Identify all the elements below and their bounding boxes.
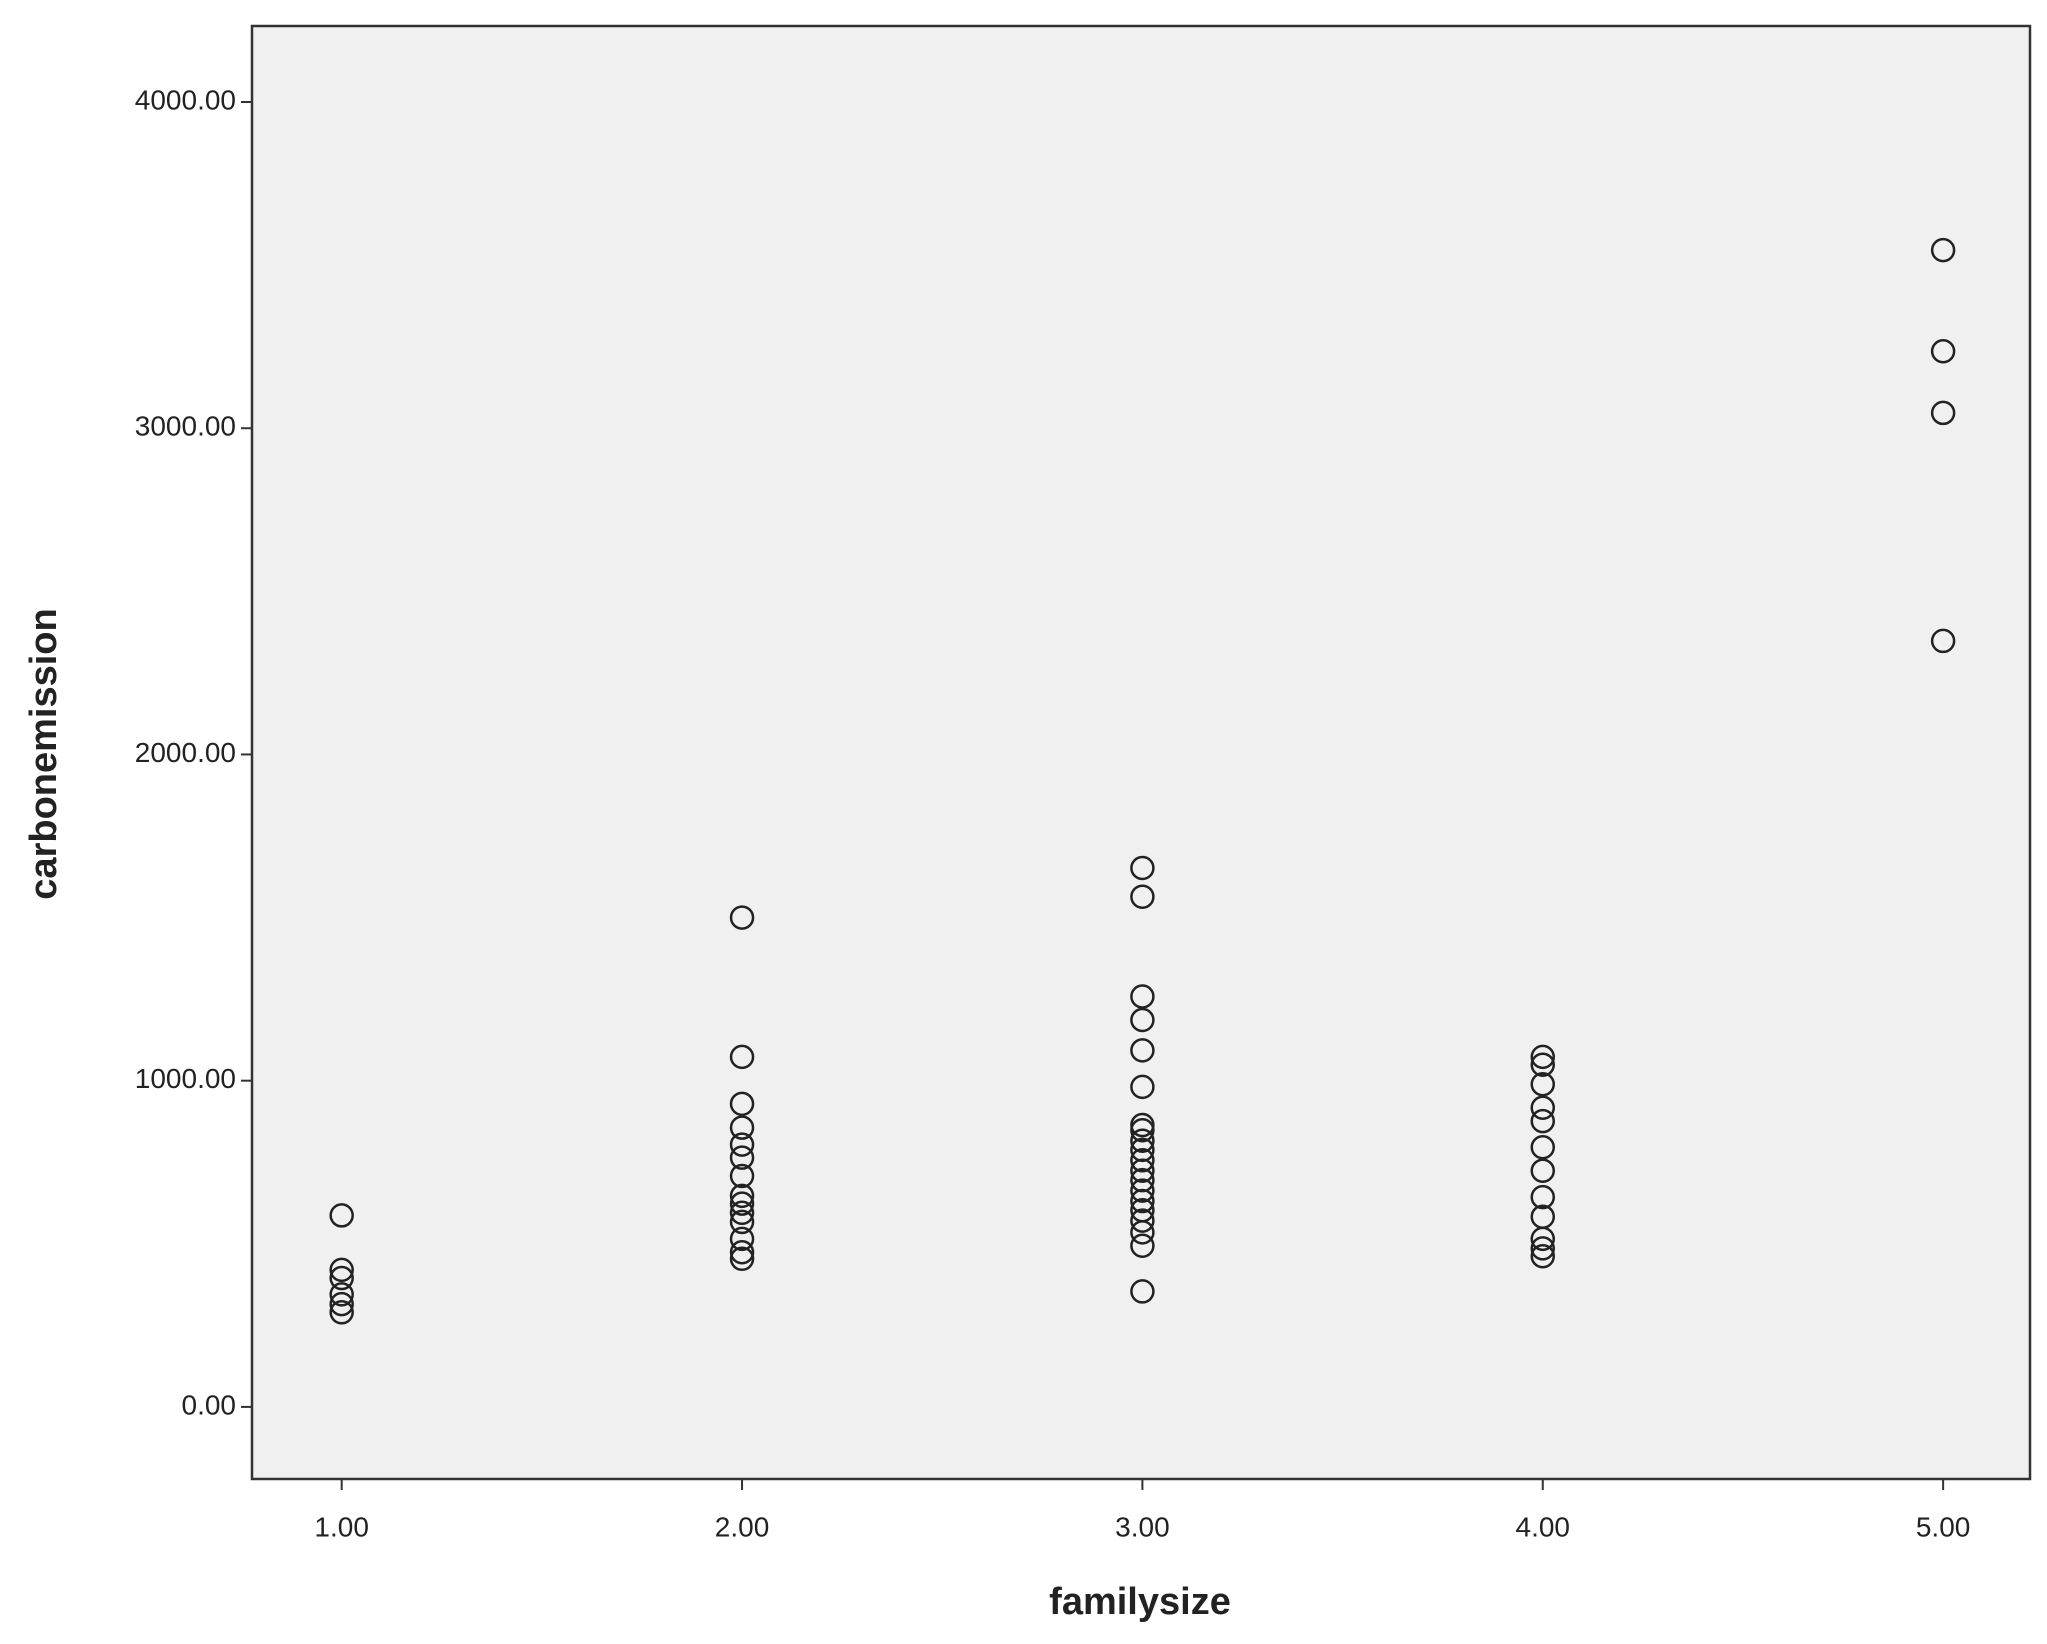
point xyxy=(729,1132,755,1157)
point xyxy=(1530,1095,1556,1121)
point xyxy=(1130,1118,1155,1143)
point xyxy=(1130,884,1155,909)
point xyxy=(1530,1072,1556,1097)
point xyxy=(729,1044,755,1070)
point xyxy=(1130,1188,1155,1214)
point xyxy=(1130,1208,1155,1233)
point xyxy=(1130,1128,1155,1153)
point xyxy=(1130,1158,1155,1183)
point xyxy=(1130,855,1155,881)
point xyxy=(1530,1108,1556,1134)
point xyxy=(1130,1007,1155,1033)
point xyxy=(729,1183,755,1209)
y-tick-label: 1000.00 xyxy=(135,1063,236,1094)
point xyxy=(729,1163,755,1189)
point xyxy=(729,1091,755,1117)
point xyxy=(329,1282,354,1307)
point xyxy=(729,1226,755,1252)
point xyxy=(1130,1074,1155,1100)
x-tick-label: 3.00 xyxy=(1115,1511,1170,1542)
plot-area xyxy=(250,24,2032,1481)
point xyxy=(1530,1243,1556,1269)
point xyxy=(1130,1148,1155,1173)
point xyxy=(1930,628,1956,654)
point xyxy=(1130,1038,1155,1063)
point xyxy=(729,1145,755,1170)
point xyxy=(729,1191,755,1216)
y-axis-title: carbonemission xyxy=(23,608,65,899)
point xyxy=(729,905,755,930)
point xyxy=(329,1265,354,1291)
point xyxy=(329,1203,354,1228)
point xyxy=(729,1115,755,1140)
y-tick-label: 2000.00 xyxy=(135,737,236,768)
point xyxy=(329,1257,354,1283)
point xyxy=(1130,984,1155,1009)
point xyxy=(1930,400,1956,426)
point xyxy=(329,1300,354,1325)
x-tick-label: 4.00 xyxy=(1516,1511,1571,1542)
point xyxy=(1530,1158,1556,1183)
point xyxy=(729,1209,755,1235)
point xyxy=(1530,1226,1556,1252)
point xyxy=(729,1240,755,1265)
point xyxy=(1530,1044,1556,1070)
y-tick-label: 0.00 xyxy=(182,1389,237,1420)
point xyxy=(1530,1052,1556,1077)
point xyxy=(729,1246,755,1272)
x-axis-title: familysize xyxy=(1049,1581,1231,1623)
y-tick-label: 4000.00 xyxy=(135,84,236,115)
point xyxy=(1130,1279,1155,1304)
point xyxy=(1930,237,1956,263)
x-tick-label: 2.00 xyxy=(715,1511,770,1542)
x-tick-label: 1.00 xyxy=(314,1511,369,1542)
point xyxy=(1130,1178,1155,1203)
point xyxy=(1530,1134,1556,1160)
point xyxy=(1530,1184,1556,1210)
point xyxy=(1130,1233,1155,1259)
point xyxy=(1930,338,1956,364)
point xyxy=(329,1291,354,1317)
y-tick-label: 3000.00 xyxy=(135,411,236,442)
point xyxy=(1530,1236,1556,1261)
point xyxy=(729,1200,755,1226)
point xyxy=(1130,1220,1155,1245)
x-tick-label: 5.00 xyxy=(1916,1511,1971,1542)
